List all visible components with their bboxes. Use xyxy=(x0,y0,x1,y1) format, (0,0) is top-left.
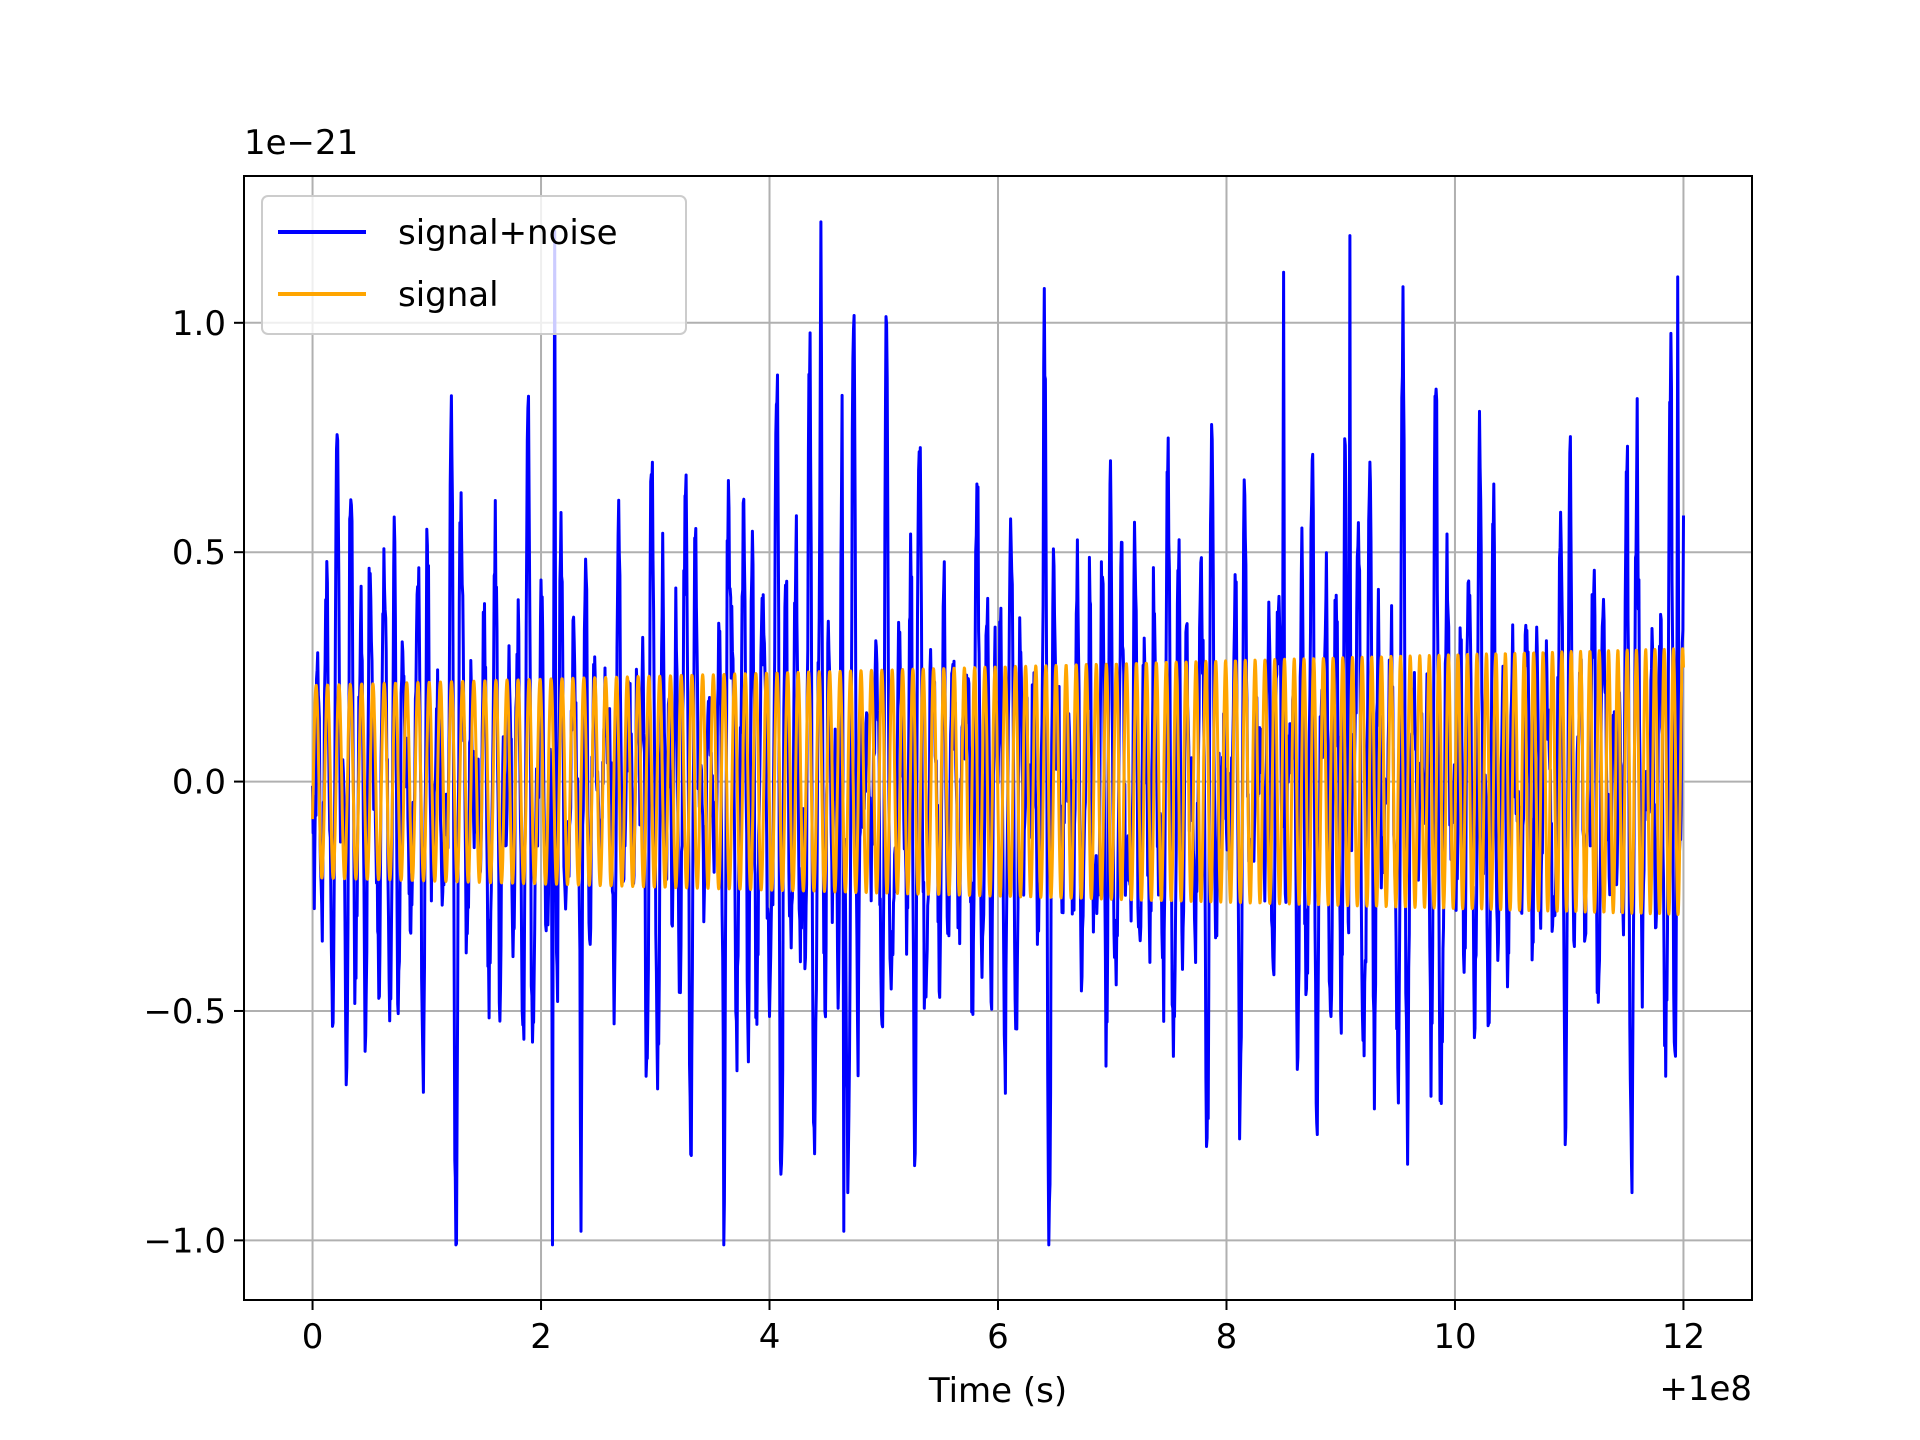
legend-label-signal: signal xyxy=(398,275,499,315)
x-offset-label: +1e8 xyxy=(1659,1369,1752,1409)
ticks: 0 2 4 6 8 10 12 −1.0 −0.5 0.0 0.5 1.0 xyxy=(143,304,1705,1357)
legend-label-signal-noise: signal+noise xyxy=(398,213,618,253)
y-tick-label: −0.5 xyxy=(143,992,226,1032)
y-tick-label: 0.5 xyxy=(172,533,226,573)
legend-box xyxy=(261,195,687,335)
x-tick-label: 10 xyxy=(1433,1317,1476,1357)
y-tick-label: 1.0 xyxy=(172,304,226,344)
x-tick-label: 8 xyxy=(1216,1317,1238,1357)
series-layer xyxy=(311,220,1685,1247)
x-tick-label: 4 xyxy=(759,1317,781,1357)
x-tick-label: 2 xyxy=(530,1317,552,1357)
series-line-signal xyxy=(311,647,1685,916)
x-tick-label: 0 xyxy=(302,1317,324,1357)
x-tick-label: 6 xyxy=(987,1317,1009,1357)
y-tick-label: −1.0 xyxy=(143,1221,226,1261)
x-axis-label: Time (s) xyxy=(928,1371,1067,1411)
legend: signal+noise signal xyxy=(261,195,687,335)
x-tick-label: 12 xyxy=(1662,1317,1705,1357)
y-scale-label: 1e−21 xyxy=(244,123,358,163)
y-tick-label: 0.0 xyxy=(172,763,226,803)
